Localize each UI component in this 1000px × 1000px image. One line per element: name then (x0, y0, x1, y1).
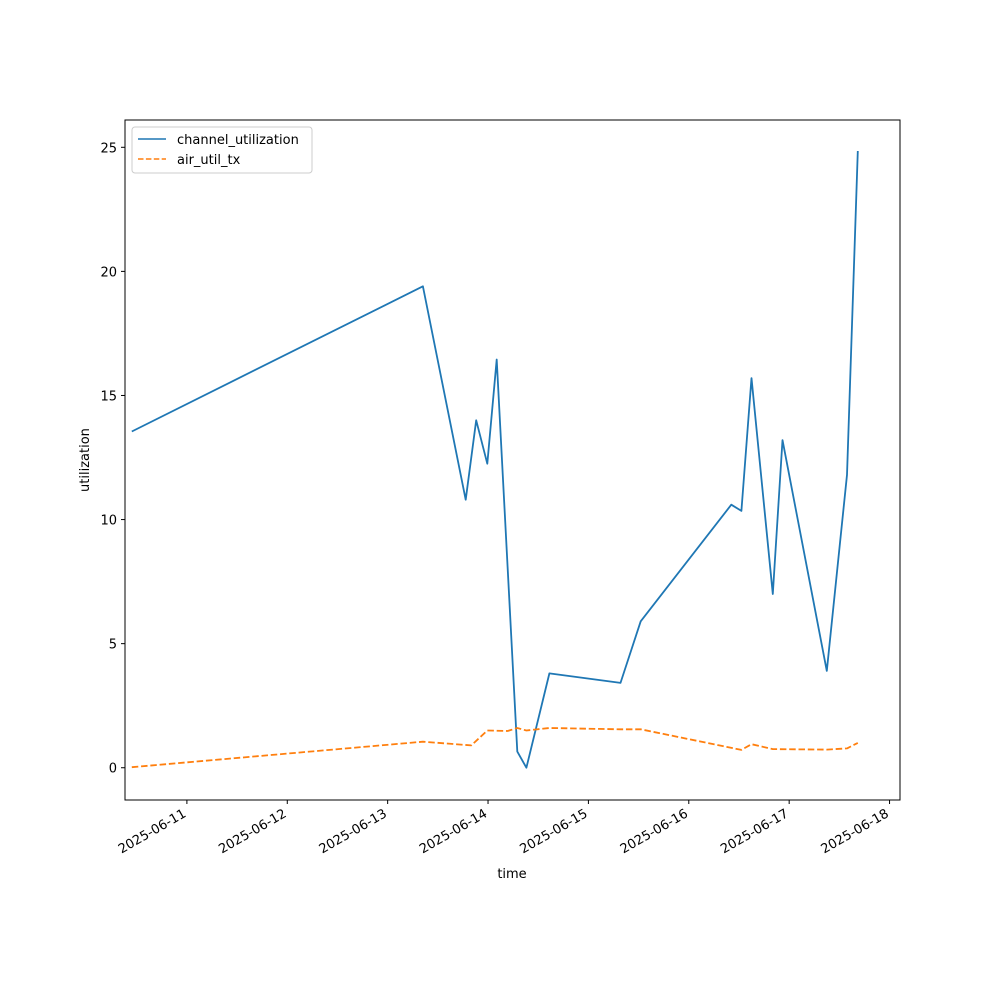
y-axis-label: utilization (78, 428, 93, 492)
plot-lines (131, 150, 859, 769)
x-axis-label: time (497, 867, 526, 882)
legend-label-channel-utilization: channel_utilization (177, 133, 299, 148)
y-tick-label: 15 (100, 389, 117, 404)
series-line-air-util-tx (131, 727, 859, 769)
y-tick-label: 10 (100, 514, 117, 529)
legend-label-air-util-tx: air_util_tx (177, 153, 241, 168)
series-line-channel-utilization (131, 150, 859, 769)
y-tick-label: 5 (109, 638, 117, 653)
plot-frame (124, 119, 901, 801)
y-tick-label: 20 (100, 265, 117, 280)
y-tick-label: 0 (109, 762, 117, 777)
legend: channel_utilization air_util_tx (131, 126, 313, 174)
y-axis-ticks: 0 5 10 15 20 25 (100, 141, 125, 777)
legend-box (131, 126, 313, 174)
y-tick-label: 25 (100, 141, 117, 156)
